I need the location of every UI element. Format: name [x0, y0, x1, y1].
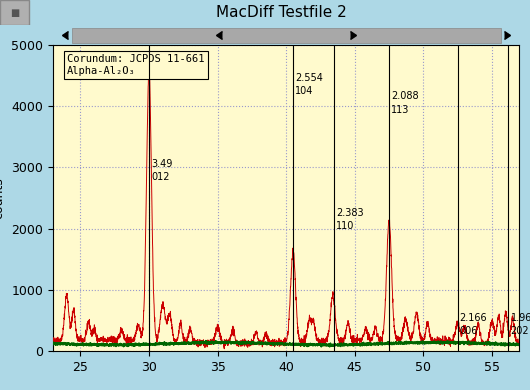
Text: 1.966: 1.966: [510, 313, 530, 323]
Text: ■: ■: [10, 8, 19, 18]
Text: 006: 006: [460, 326, 478, 336]
Y-axis label: counts: counts: [0, 177, 6, 219]
Text: 113: 113: [391, 105, 410, 115]
Text: 3.49: 3.49: [151, 158, 172, 168]
Text: 012: 012: [151, 172, 170, 182]
Text: 110: 110: [336, 221, 355, 231]
Text: 2.383: 2.383: [336, 207, 364, 218]
Text: 2.166: 2.166: [460, 313, 488, 323]
Bar: [0, 0, 29, 25]
Bar: [72, 28, 501, 43]
Text: 104: 104: [295, 86, 313, 96]
Text: 2.088: 2.088: [391, 91, 419, 101]
Text: 202: 202: [510, 326, 529, 336]
Text: 2.554: 2.554: [295, 73, 323, 83]
Text: Corundum: JCPDS 11-661
Alpha-Al₂O₃: Corundum: JCPDS 11-661 Alpha-Al₂O₃: [67, 54, 205, 76]
Text: MacDiff Testfile 2: MacDiff Testfile 2: [216, 5, 346, 20]
